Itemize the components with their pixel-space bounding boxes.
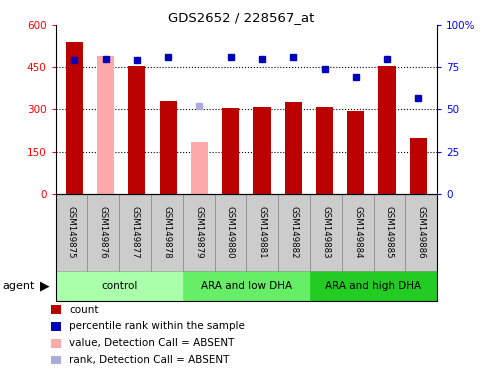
Bar: [66, 42, 83, 194]
Bar: [191, 142, 208, 194]
Bar: [159, 101, 177, 194]
Bar: [222, 108, 239, 194]
Text: GSM149882: GSM149882: [289, 206, 298, 259]
Text: ARA and high DHA: ARA and high DHA: [326, 281, 422, 291]
Text: ▶: ▶: [40, 280, 49, 293]
Text: GSM149875: GSM149875: [67, 206, 76, 259]
Text: GSM149879: GSM149879: [194, 206, 203, 258]
Bar: [316, 107, 333, 194]
Text: rank, Detection Call = ABSENT: rank, Detection Call = ABSENT: [69, 355, 229, 365]
Text: GSM149876: GSM149876: [99, 206, 108, 259]
Bar: [284, 103, 302, 194]
Text: percentile rank within the sample: percentile rank within the sample: [69, 321, 245, 331]
Text: agent: agent: [2, 281, 35, 291]
Text: GDS2652 / 228567_at: GDS2652 / 228567_at: [168, 12, 315, 25]
Text: GSM149880: GSM149880: [226, 206, 235, 259]
Bar: [128, 66, 145, 194]
Text: count: count: [69, 305, 99, 314]
Bar: [254, 107, 270, 194]
Text: value, Detection Call = ABSENT: value, Detection Call = ABSENT: [69, 338, 234, 348]
Text: GSM149884: GSM149884: [353, 206, 362, 259]
Text: GSM149881: GSM149881: [258, 206, 267, 259]
Bar: [347, 111, 364, 194]
Text: GSM149886: GSM149886: [417, 206, 426, 259]
Text: GSM149878: GSM149878: [162, 206, 171, 259]
Text: ARA and low DHA: ARA and low DHA: [201, 281, 292, 291]
Text: control: control: [101, 281, 137, 291]
Bar: [97, 56, 114, 194]
Text: GSM149883: GSM149883: [321, 206, 330, 259]
Text: GSM149885: GSM149885: [385, 206, 394, 259]
Bar: [379, 66, 396, 194]
Text: GSM149877: GSM149877: [130, 206, 140, 259]
Bar: [410, 137, 427, 194]
